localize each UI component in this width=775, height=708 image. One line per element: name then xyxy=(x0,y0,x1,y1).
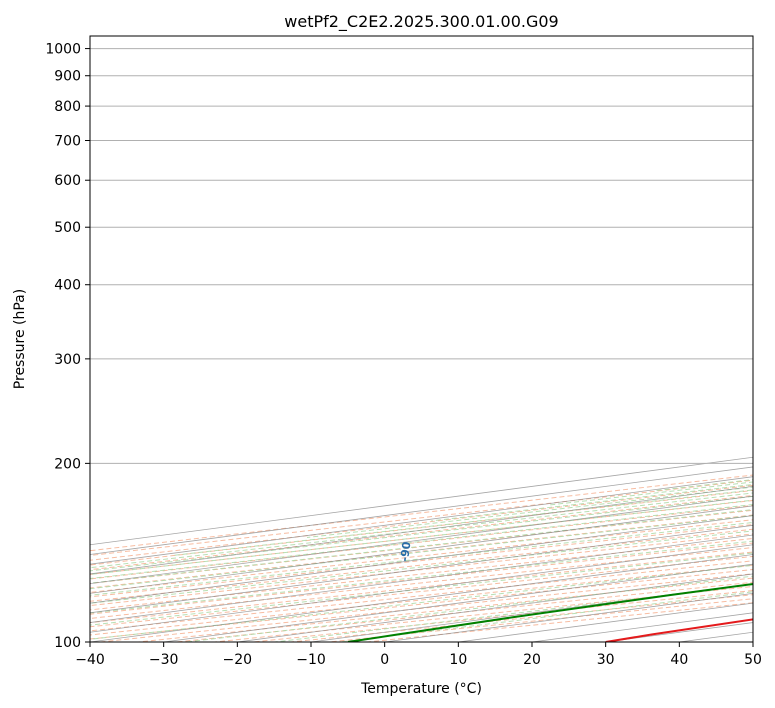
isotherm-grid xyxy=(90,456,753,642)
x-tick-label: −40 xyxy=(75,652,105,668)
x-tick-label: 40 xyxy=(670,652,688,668)
y-tick-label: 500 xyxy=(54,220,81,236)
y-tick-label: 800 xyxy=(54,99,81,115)
isotherm-line xyxy=(90,456,753,546)
y-tick-label: 900 xyxy=(54,69,81,85)
isotherm-line xyxy=(90,534,753,623)
isotherm-line xyxy=(90,476,753,565)
y-tick-label: 300 xyxy=(54,352,81,368)
y-tick-label: 700 xyxy=(54,133,81,149)
x-axis-ticks: −40 −30 −20 −10 0 10 20 30 40 50 xyxy=(75,642,762,668)
plot-area: -100-90-80-70-60-50-40-30-20-100.10.20.4… xyxy=(90,48,753,642)
y-tick-label: 200 xyxy=(54,456,81,472)
dry-adiabat-line xyxy=(90,474,753,552)
x-tick-label: −30 xyxy=(149,652,179,668)
x-axis-title: Temperature (°C) xyxy=(360,681,482,697)
isotherm-line xyxy=(90,485,753,575)
dry-adiabat-label: -90 xyxy=(398,541,414,563)
isotherm-line xyxy=(90,495,753,585)
isotherm-line xyxy=(90,524,753,614)
x-tick-label: 10 xyxy=(449,652,467,668)
chart-title: wetPf2_C2E2.2025.300.01.00.G09 xyxy=(284,12,558,32)
pressure-grid xyxy=(90,48,753,642)
y-tick-label: 400 xyxy=(54,278,81,294)
y-tick-label: 600 xyxy=(54,173,81,189)
x-tick-label: 20 xyxy=(523,652,541,668)
y-axis-title: Pressure (hPa) xyxy=(12,289,28,389)
isotherm-line xyxy=(90,466,753,555)
dry-adiabat-line xyxy=(90,479,753,556)
plot-frame xyxy=(89,35,754,643)
y-tick-label: 100 xyxy=(54,635,81,651)
x-tick-label: −20 xyxy=(223,652,253,668)
x-tick-label: 50 xyxy=(744,652,762,668)
y-axis-ticks: 100 200 300 400 500 600 700 800 900 1000 xyxy=(45,42,90,651)
x-tick-label: −10 xyxy=(296,652,326,668)
x-tick-label: 0 xyxy=(380,652,389,668)
line-labels: -100-90-80-70-60-50-40-30-20-100.10.20.4… xyxy=(398,541,414,563)
isotherm-line xyxy=(90,505,753,594)
y-tick-label: 1000 xyxy=(45,42,81,58)
dry-adiabats xyxy=(90,474,753,642)
isotherm-line xyxy=(90,515,753,604)
x-tick-label: 30 xyxy=(597,652,615,668)
